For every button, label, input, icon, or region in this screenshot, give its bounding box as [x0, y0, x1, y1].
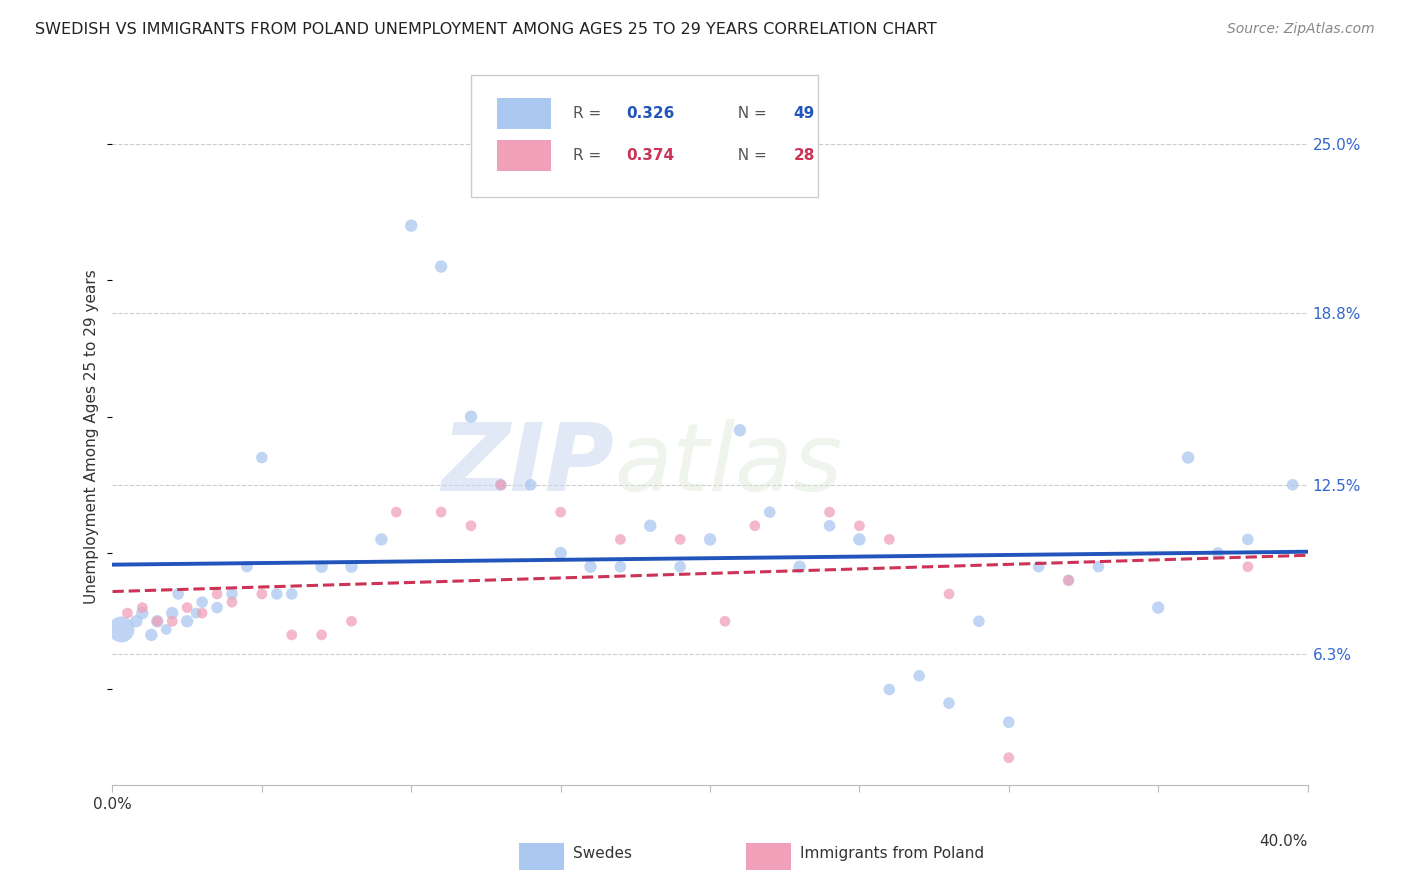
Text: 0.374: 0.374	[627, 148, 675, 163]
Point	[385, 505, 408, 519]
Point	[162, 606, 183, 620]
Point	[131, 606, 153, 620]
Text: Swedes: Swedes	[572, 846, 631, 861]
Point	[110, 623, 132, 637]
Text: 40.0%: 40.0%	[1260, 834, 1308, 849]
Point	[579, 559, 602, 574]
Point	[759, 505, 782, 519]
Point	[669, 533, 692, 547]
FancyBboxPatch shape	[747, 844, 792, 870]
Point	[266, 587, 288, 601]
Point	[125, 614, 148, 628]
Text: atlas: atlas	[614, 419, 842, 510]
Point	[818, 505, 841, 519]
Point	[848, 533, 870, 547]
Point	[489, 478, 512, 492]
Text: 28: 28	[794, 148, 815, 163]
Point	[311, 559, 333, 574]
Point	[401, 219, 423, 233]
Point	[550, 505, 572, 519]
Point	[908, 669, 931, 683]
Point	[640, 518, 662, 533]
Point	[205, 600, 228, 615]
Point	[460, 518, 482, 533]
Point	[714, 614, 737, 628]
Point	[550, 546, 572, 560]
Text: 0.326: 0.326	[627, 106, 675, 121]
Point	[520, 478, 543, 492]
Point	[430, 260, 453, 274]
Point	[131, 600, 153, 615]
Point	[176, 614, 198, 628]
Point	[998, 750, 1021, 764]
FancyBboxPatch shape	[519, 844, 564, 870]
FancyBboxPatch shape	[498, 98, 551, 129]
Point	[818, 518, 841, 533]
Point	[250, 587, 273, 601]
Point	[155, 623, 177, 637]
Point	[221, 587, 243, 601]
Text: SWEDISH VS IMMIGRANTS FROM POLAND UNEMPLOYMENT AMONG AGES 25 TO 29 YEARS CORRELA: SWEDISH VS IMMIGRANTS FROM POLAND UNEMPL…	[35, 22, 936, 37]
Point	[1057, 574, 1080, 588]
Point	[146, 614, 169, 628]
Point	[430, 505, 453, 519]
Point	[609, 533, 631, 547]
Point	[789, 559, 811, 574]
Text: N =: N =	[728, 106, 772, 121]
Point	[848, 518, 870, 533]
Point	[191, 606, 214, 620]
FancyBboxPatch shape	[471, 75, 818, 197]
Text: R =: R =	[572, 148, 606, 163]
Point	[281, 628, 304, 642]
Point	[340, 614, 363, 628]
Point	[176, 600, 198, 615]
Text: Immigrants from Poland: Immigrants from Poland	[800, 846, 984, 861]
Point	[167, 587, 190, 601]
Text: ZIP: ZIP	[441, 419, 614, 511]
Point	[1281, 478, 1303, 492]
Text: Source: ZipAtlas.com: Source: ZipAtlas.com	[1227, 22, 1375, 37]
Point	[146, 614, 169, 628]
Point	[340, 559, 363, 574]
Point	[1028, 559, 1050, 574]
Point	[311, 628, 333, 642]
Point	[489, 478, 512, 492]
FancyBboxPatch shape	[498, 140, 551, 171]
Point	[1237, 533, 1260, 547]
Point	[1237, 559, 1260, 574]
Text: R =: R =	[572, 106, 606, 121]
Point	[1147, 600, 1170, 615]
Point	[879, 682, 901, 697]
Point	[236, 559, 259, 574]
Point	[1177, 450, 1199, 465]
Point	[141, 628, 163, 642]
Point	[281, 587, 304, 601]
Point	[879, 533, 901, 547]
Point	[221, 595, 243, 609]
Point	[370, 533, 392, 547]
Point	[938, 696, 960, 710]
Point	[250, 450, 273, 465]
Point	[460, 409, 482, 424]
Point	[1087, 559, 1109, 574]
Point	[967, 614, 990, 628]
Point	[191, 595, 214, 609]
Point	[728, 423, 751, 437]
Text: 49: 49	[794, 106, 815, 121]
Point	[1057, 574, 1080, 588]
Point	[669, 559, 692, 574]
Point	[938, 587, 960, 601]
Point	[609, 559, 631, 574]
Point	[699, 533, 721, 547]
Point	[117, 606, 139, 620]
Point	[1206, 546, 1229, 560]
Y-axis label: Unemployment Among Ages 25 to 29 years: Unemployment Among Ages 25 to 29 years	[84, 269, 100, 605]
Point	[205, 587, 228, 601]
Point	[186, 606, 208, 620]
Point	[744, 518, 766, 533]
Text: N =: N =	[728, 148, 772, 163]
Point	[162, 614, 183, 628]
Point	[998, 715, 1021, 730]
